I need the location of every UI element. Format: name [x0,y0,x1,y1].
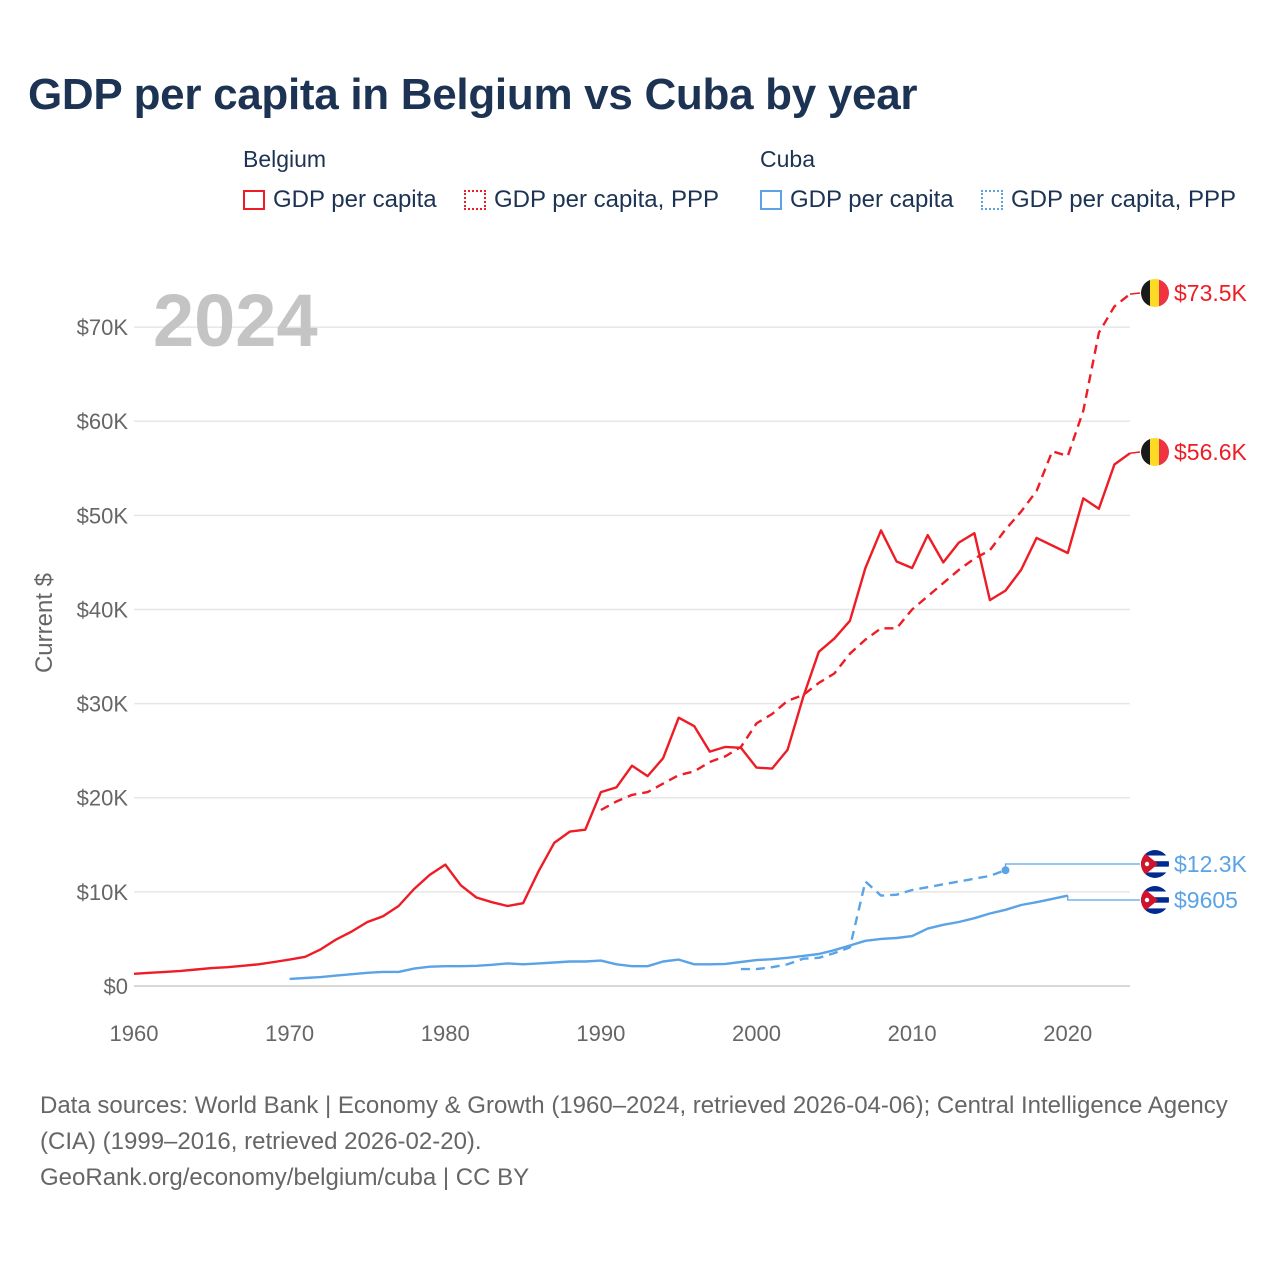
y-tick-label: $50K [77,503,129,528]
flag-stripe [1141,279,1151,307]
data-sources: Data sources: World Bank | Economy & Gro… [40,1088,1240,1196]
flag-stripe [1141,855,1169,862]
legend-item-belgium-ppp[interactable]: GDP per capita, PPP [464,186,719,214]
flag-stripe [1141,891,1169,898]
label-connector [1129,292,1141,295]
x-tick-label: 2010 [888,1021,937,1046]
flag-star [1144,897,1150,903]
chart-title: GDP per capita in Belgium vs Cuba by yea… [28,70,918,119]
flag-stripe [1141,902,1169,909]
legend-swatch-solid-red [243,190,265,210]
y-tick-label: $60K [77,409,129,434]
y-tick-label: $30K [77,692,129,717]
flag-stripe [1141,438,1151,466]
flag-stripe [1141,866,1169,873]
belgium-flag-icon [1141,438,1169,466]
label-connector [1067,895,1140,901]
legend-item-cuba-ppp[interactable]: GDP per capita, PPP [981,186,1236,214]
series-line-1 [600,293,1131,812]
sources-text: Data sources: World Bank | Economy & Gro… [40,1092,1228,1155]
end-value-label: $73.5K [1174,280,1248,306]
flag-stripe [1150,438,1160,466]
series-line-2 [289,894,1069,981]
flag-triangle [1141,850,1158,878]
x-tick-label: 2000 [732,1021,781,1046]
x-tick-label: 1980 [421,1021,470,1046]
x-tick-label: 1960 [110,1021,159,1046]
flag-stripe [1141,850,1169,856]
y-axis-title: Current $ [31,573,58,673]
flag-triangle [1141,886,1158,914]
legend-title-cuba: Cuba [760,146,815,172]
x-tick-label: 1990 [576,1021,625,1046]
legend-label: GDP per capita, PPP [1011,186,1236,213]
legend-label: GDP per capita [273,186,437,213]
flag-stripe [1141,872,1169,878]
legend-swatch-dotted-red [464,190,486,210]
flag-stripe [1150,279,1160,307]
series-line-0 [133,452,1131,975]
flag-stripe [1141,886,1169,892]
y-tick-label: $40K [77,597,129,622]
attribution-link[interactable]: GeoRank.org/economy/belgium/cuba | CC BY [40,1164,530,1191]
legend-title-belgium: Belgium [243,146,327,172]
legend-label: GDP per capita, PPP [494,186,719,213]
end-value-label: $56.6K [1174,439,1248,465]
end-value-label: $9605 [1174,887,1238,913]
year-badge: 2024 [153,279,318,362]
x-tick-label: 2020 [1043,1021,1092,1046]
label-connector [1129,451,1141,454]
legend-swatch-dotted-blue [981,190,1003,210]
y-tick-label: $10K [77,880,129,905]
flag-stripe [1159,438,1169,466]
end-value-label: $12.3K [1174,851,1248,877]
cuba-flag-icon [1141,886,1169,914]
y-tick-label: $70K [77,315,129,340]
y-tick-label: $20K [77,786,129,811]
x-tick-label: 1970 [265,1021,314,1046]
legend-item-cuba-gdp[interactable]: GDP per capita [760,186,954,214]
flag-stripe [1159,279,1169,307]
legend-label: GDP per capita [790,186,954,213]
flag-stripe [1141,908,1169,914]
cuba-flag-icon [1141,850,1169,878]
legend-item-belgium-gdp[interactable]: GDP per capita [243,186,437,214]
line-chart: $0 $10K $20K $30K $40K $50K $60K $70K 1960 1970 1… [31,279,1248,1046]
belgium-flag-icon [1141,279,1169,307]
y-tick-label: $0 [104,974,128,999]
legend-swatch-solid-blue [760,190,782,210]
label-connector [1004,863,1140,871]
flag-star [1144,861,1150,867]
